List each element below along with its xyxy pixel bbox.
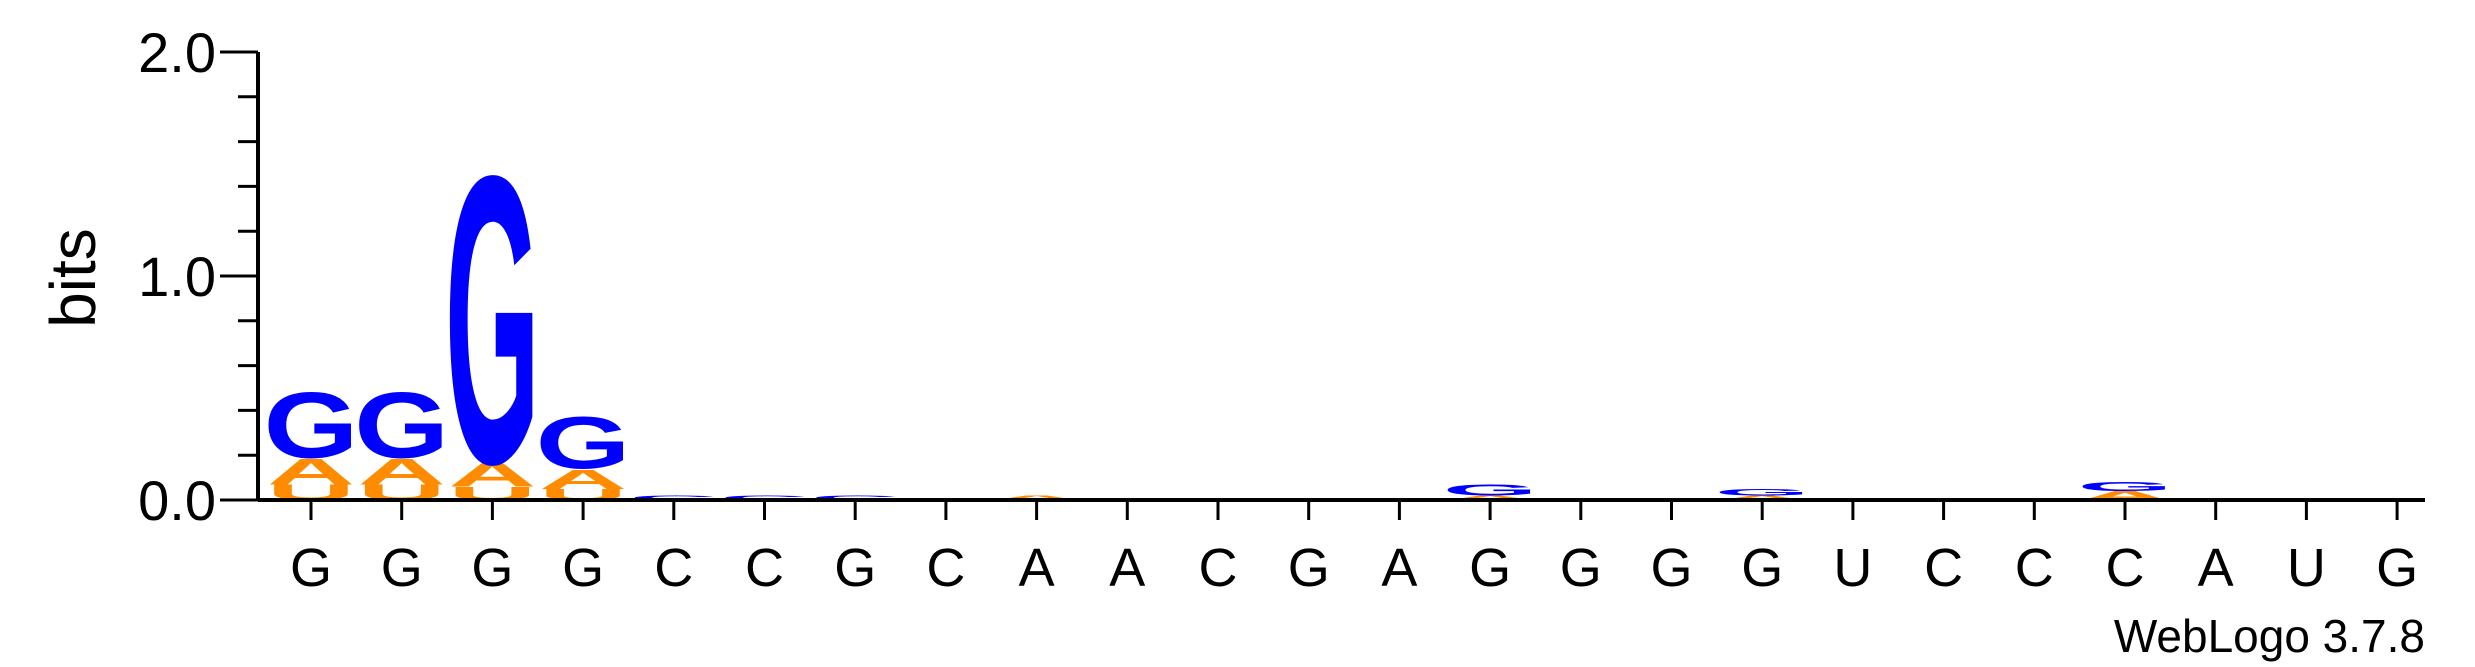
x-tick-label: G — [1560, 538, 1602, 598]
y-tick-label: 2.0 — [138, 21, 216, 84]
x-tick-label: C — [2106, 538, 2145, 598]
logo-letter-G: G — [536, 402, 631, 485]
logo-letter-A: A — [448, 456, 536, 494]
x-tick-label: G — [1741, 538, 1783, 598]
logo-letter-C: C — [720, 494, 808, 501]
glyph-layer: UAGUAGUAGUAGCCCAAAAGCAGAAGA — [263, 92, 2350, 550]
logo-letter-G: G — [263, 374, 358, 478]
y-axis-title: bits — [37, 228, 109, 328]
x-tick-label: U — [2287, 538, 2326, 598]
x-tick-label: C — [2015, 538, 2054, 598]
logo-letter-A: A — [539, 464, 627, 495]
logo-letter-G: G — [445, 92, 540, 550]
logo-letter-A: A — [992, 494, 1080, 501]
logo-letter-A: A — [1446, 494, 1534, 501]
x-tick-label: G — [381, 538, 423, 598]
logo-letter-G: G — [1443, 482, 1538, 499]
x-tick-label: C — [654, 538, 693, 598]
x-tick-label: C — [1924, 538, 1963, 598]
x-tick-label: A — [2198, 538, 2234, 598]
x-tick-label: C — [926, 538, 965, 598]
x-tick-label: G — [290, 538, 332, 598]
logo-letter-G: G — [354, 374, 449, 478]
x-tick-label: G — [1469, 538, 1511, 598]
y-tick-label: 1.0 — [138, 245, 216, 308]
logo-letter-C: C — [630, 494, 718, 501]
logo-letter-A: A — [358, 451, 446, 493]
logo-letter-G: G — [1715, 487, 1810, 497]
x-tick-label: A — [1381, 538, 1417, 598]
x-tick-label: G — [834, 538, 876, 598]
x-tick-label: G — [471, 538, 513, 598]
x-tick-label: G — [2376, 538, 2418, 598]
axis-layer: 0.01.02.0G G G G C C G C A A C G A G G G G U C C C A U G — [138, 21, 2425, 598]
x-tick-label: C — [1199, 538, 1238, 598]
x-tick-label: C — [745, 538, 784, 598]
logo-letter-A: A — [267, 451, 355, 493]
x-tick-label: A — [1019, 538, 1055, 598]
x-tick-label: A — [1109, 538, 1145, 598]
x-tick-label: G — [1650, 538, 1692, 598]
x-tick-label: U — [1833, 538, 1872, 598]
weblogo-credit: WebLogo 3.7.8 — [2114, 610, 2425, 662]
logo-letter-C: C — [811, 494, 899, 501]
x-tick-label: G — [562, 538, 604, 598]
logo-letter-A: A — [1718, 494, 1806, 501]
x-tick-label: G — [1288, 538, 1330, 598]
y-tick-label: 0.0 — [138, 469, 216, 532]
logo-letter-G: G — [2077, 480, 2172, 494]
